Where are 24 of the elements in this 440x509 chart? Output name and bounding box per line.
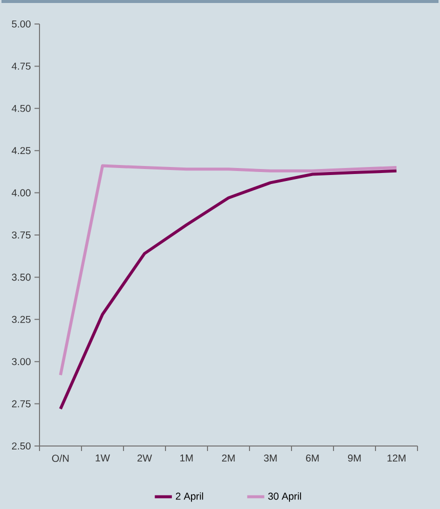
legend-label: 30 April — [268, 492, 302, 502]
x-tick-label: 12M — [388, 454, 406, 462]
y-tick-label: 3.00 — [12, 358, 31, 366]
x-tick-label: 6M — [306, 454, 319, 462]
line-series — [59, 164, 398, 377]
y-tick-label: 2.50 — [12, 442, 31, 450]
y-tick-label: 3.75 — [12, 231, 31, 239]
y-tick-label: 3.50 — [12, 274, 31, 281]
y-tick-label: 5.00 — [12, 20, 31, 28]
x-tick-label: 9M — [348, 454, 361, 462]
line-series — [59, 169, 398, 410]
x-tick-label: 1M — [180, 454, 193, 462]
x-tick-label: O/N — [52, 454, 69, 462]
y-tick-label: 4.25 — [12, 147, 31, 154]
x-tick-label: 2M — [222, 454, 235, 462]
x-tick-label: 2W — [138, 454, 152, 462]
y-tick-label: 4.00 — [12, 189, 31, 196]
x-tick-label: 1W — [96, 454, 110, 462]
x-tick-label: 3M — [264, 454, 277, 462]
y-tick-label: 3.25 — [12, 316, 31, 323]
y-tick-label: 4.75 — [12, 62, 31, 70]
legend-label: 2 April — [176, 492, 204, 502]
y-tick-label: 2.75 — [12, 400, 31, 408]
y-tick-label: 4.50 — [12, 104, 31, 112]
